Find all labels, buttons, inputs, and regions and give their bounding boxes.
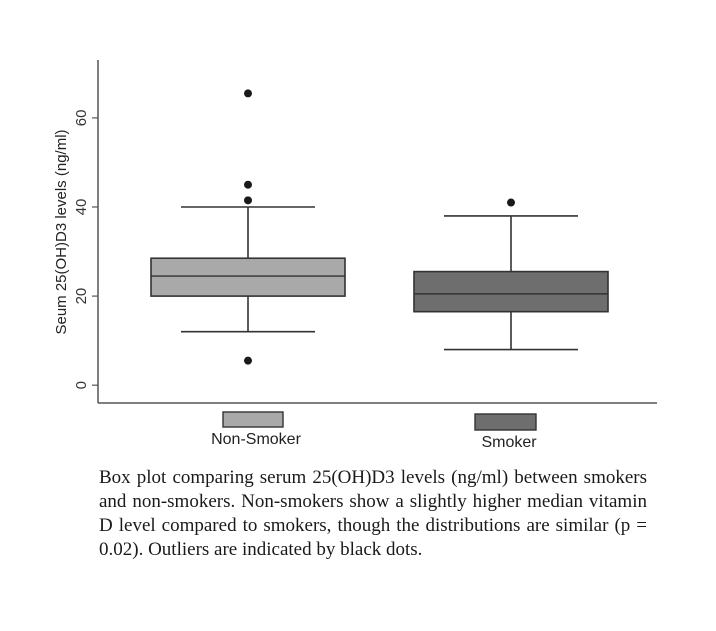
y-axis-title: Seum 25(OH)D3 levels (ng/ml) [53,129,70,334]
box-group-smoker [413,198,609,351]
outlier-point [507,198,515,207]
legend-swatch [474,413,537,431]
box-group-non-smoker [150,89,346,365]
box-iqr [150,257,346,297]
legend-label: Smoker [481,434,537,451]
outlier-point [244,356,252,365]
legend-swatch [222,411,284,428]
outlier-point [244,180,252,189]
y-tick-label: 60 [73,110,90,127]
box-iqr [413,270,609,313]
figure-caption: Box plot comparing serum 25(OH)D3 levels… [99,467,647,560]
legend-label: Non-Smoker [211,431,301,448]
outlier-point [244,196,252,205]
y-tick-label: 20 [73,288,90,305]
box-plot-chart: 0 20 40 60 Seum 25(OH)D3 levels (ng/ml) Non… [53,60,657,451]
y-tick-label: 40 [73,199,90,216]
y-tick-label: 0 [73,381,90,389]
outlier-point [244,89,252,98]
